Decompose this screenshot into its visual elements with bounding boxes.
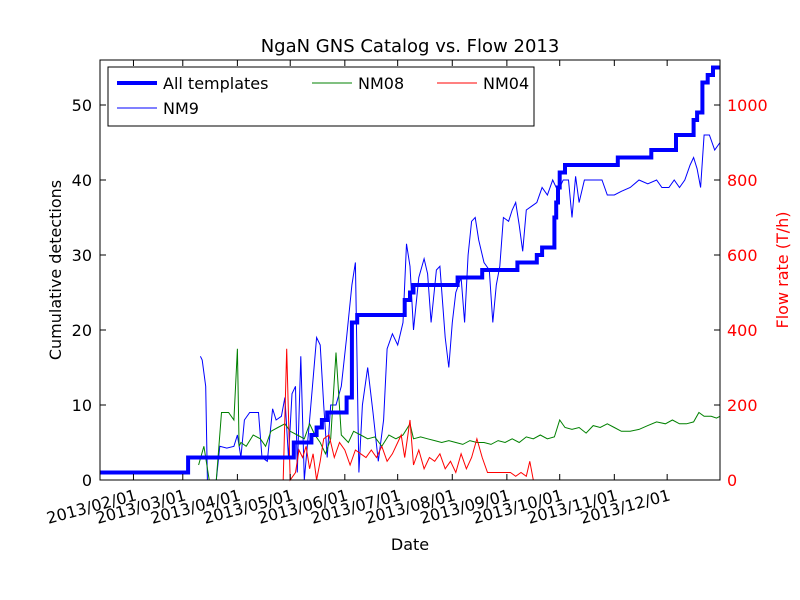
legend-label-nm08: NM08 <box>358 74 404 93</box>
series-line-nm04 <box>277 348 720 482</box>
y2-tick-label: 0 <box>727 471 737 490</box>
y-tick-label: 50 <box>72 96 92 115</box>
legend: All templates NM08 NM04 NM9 <box>107 66 535 127</box>
series-line-nm9 <box>199 134 721 481</box>
y-tick-label: 30 <box>72 246 92 265</box>
right-axis: 0 200 400 600 800 1000 <box>714 96 768 490</box>
series-layer <box>100 65 721 482</box>
left-axis: 0 10 20 30 40 50 <box>72 96 106 490</box>
y-tick-label: 20 <box>72 321 92 340</box>
series-line-all-templates <box>100 65 720 475</box>
y-axis-title: Cumulative detections <box>46 180 65 360</box>
y-tick-label: 0 <box>82 471 92 490</box>
chart-title: NgaN GNS Catalog vs. Flow 2013 <box>261 36 560 57</box>
legend-label-nm04: NM04 <box>483 74 529 93</box>
series-line-nm08 <box>198 348 721 481</box>
y2-tick-label: 800 <box>727 171 758 190</box>
y-tick-label: 40 <box>72 171 92 190</box>
legend-label-nm9: NM9 <box>163 99 199 118</box>
y2-tick-label: 400 <box>727 321 758 340</box>
y2-tick-label: 1000 <box>727 96 768 115</box>
y2-tick-label: 200 <box>727 396 758 415</box>
legend-label-all-templates: All templates <box>163 74 268 93</box>
y-tick-label: 10 <box>72 396 92 415</box>
y2-tick-label: 600 <box>727 246 758 265</box>
x-axis-title: Date <box>391 535 429 554</box>
plot-frame <box>99 59 721 481</box>
y2-axis-title: Flow rate (T/h) <box>773 212 792 329</box>
legend-box <box>107 66 535 127</box>
